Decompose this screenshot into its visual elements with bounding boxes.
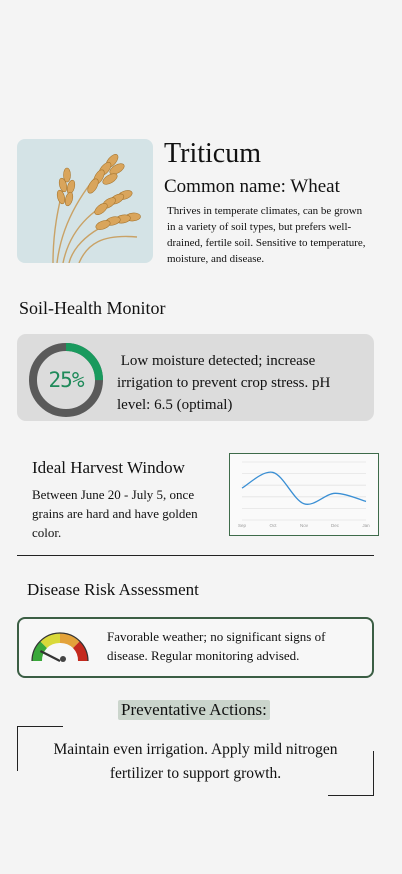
soil-card: 25% Low moisture detected; increase irri… [17, 334, 374, 421]
disease-text: Favorable weather; no significant signs … [107, 629, 326, 663]
actions-label: Preventative Actions: [118, 700, 270, 720]
chart-x-tick-label: Nov [300, 523, 309, 528]
plant-title: Triticum [164, 138, 261, 169]
common-name: Common name: Wheat [164, 176, 340, 197]
plant-description: Thrives in temperate climates, can be gr… [167, 205, 366, 265]
wheat-icon [52, 154, 141, 263]
disease-card: Favorable weather; no significant signs … [17, 617, 374, 678]
moisture-percent: 25% [48, 368, 85, 392]
risk-gauge-icon [31, 632, 89, 662]
section-divider [17, 555, 374, 556]
actions-box: Maintain even irrigation. Apply mild nit… [17, 726, 374, 796]
plant-image [17, 139, 153, 263]
chart-x-tick-label: Sep [238, 523, 247, 528]
soil-status-text: Low moisture detected; increase irrigati… [117, 353, 335, 413]
harvest-chart: Sep Oct Nov Dec Jan [229, 453, 379, 536]
chart-x-tick-label: Dec [331, 523, 340, 528]
chart-series-line [241, 471, 367, 505]
corner-bracket [328, 751, 374, 796]
chart-x-tick-label: Oct [269, 523, 277, 528]
chart-x-tick-label: Jan [362, 523, 370, 528]
harvest-text: Between June 20 - July 5, once grains ar… [32, 487, 198, 540]
soil-heading: Soil-Health Monitor [19, 298, 166, 318]
moisture-gauge [29, 343, 103, 417]
disease-heading: Disease Risk Assessment [27, 580, 199, 599]
corner-bracket [17, 726, 63, 771]
actions-text: Maintain even irrigation. Apply mild nit… [53, 741, 338, 782]
harvest-heading: Ideal Harvest Window [32, 458, 185, 477]
